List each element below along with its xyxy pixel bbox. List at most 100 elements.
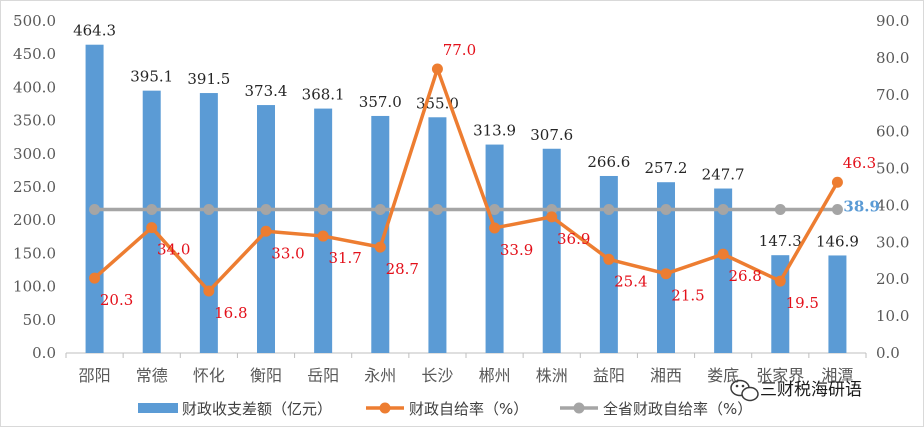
bar-data-label: 357.0	[359, 93, 402, 111]
bar	[714, 188, 733, 353]
rate-line	[93, 67, 839, 293]
left-axis-tick-label: 100.0	[13, 278, 56, 296]
category-label: 邵阳	[79, 366, 111, 385]
bar-data-label: 391.5	[187, 70, 230, 88]
rate-point	[89, 272, 101, 284]
legend-label-province: 全省财政自给率（%）	[603, 400, 752, 418]
province-rate-point	[203, 204, 215, 216]
category-label: 郴州	[479, 366, 511, 385]
rate-data-labels: 20.3 34.0 16.8 33.0 31.7 28.7 77.0 33.9 36.9 25.4…	[100, 41, 876, 322]
rate-data-label: 26.8	[728, 267, 761, 285]
right-axis-tick-label: 40.0	[876, 196, 909, 214]
rate-data-label: 46.3	[843, 154, 876, 172]
rate-data-label: 16.8	[214, 304, 247, 322]
bar-series	[85, 44, 847, 354]
left-axis-tick-label: 500.0	[13, 12, 56, 30]
left-axis-tick-label: 400.0	[13, 78, 56, 96]
right-axis-tick-label: 10.0	[876, 307, 909, 325]
bar-data-label: 146.9	[816, 232, 859, 250]
bar-data-label: 464.3	[73, 22, 116, 40]
category-label: 岳阳	[307, 366, 339, 385]
bar-data-label: 147.3	[759, 232, 802, 250]
rate-data-label: 77.0	[443, 41, 476, 59]
left-axis-tick-label: 450.0	[13, 45, 56, 63]
province-rate-point	[489, 204, 501, 216]
rate-point	[374, 241, 386, 253]
category-label: 长沙	[421, 366, 453, 385]
left-axis-tick-label: 350.0	[13, 112, 56, 130]
bar-data-label: 247.7	[702, 166, 745, 184]
province-rate-point	[317, 204, 329, 216]
rate-data-label: 21.5	[671, 287, 704, 305]
category-label: 怀化	[193, 366, 225, 385]
right-axis-ticks: 0.0 10.0 20.0 30.0 40.0 50.0 60.0 70.0 80.0 90.0	[876, 12, 909, 362]
category-label: 常德	[136, 366, 168, 385]
rate-point	[774, 275, 786, 287]
legend-label-bar: 财政收支差额（亿元）	[182, 400, 332, 418]
bar	[828, 255, 847, 353]
right-axis-tick-label: 90.0	[876, 12, 909, 30]
rate-data-label: 31.7	[328, 249, 361, 267]
province-rate-point	[603, 204, 615, 216]
wechat-bubble-icon	[730, 379, 759, 402]
rate-point	[317, 230, 329, 242]
left-axis-ticks: 0.0 50.0 100.0 150.0 200.0 250.0 300.0 350.0 400…	[13, 12, 56, 362]
rate-data-label: 33.0	[271, 244, 304, 262]
rate-point	[660, 268, 672, 280]
bar	[428, 117, 447, 353]
left-axis-tick-label: 250.0	[13, 178, 56, 196]
province-rate-point	[374, 204, 386, 216]
rate-point	[546, 211, 558, 223]
bar-data-label: 307.6	[530, 126, 573, 144]
bar	[657, 182, 675, 353]
right-axis-tick-label: 30.0	[876, 233, 909, 251]
right-axis-tick-label: 20.0	[876, 270, 909, 288]
category-label: 永州	[364, 366, 396, 385]
bar-data-label: 373.4	[245, 82, 288, 100]
rate-point	[260, 225, 272, 237]
category-label: 湘潭	[821, 366, 853, 385]
legend: 财政收支差额（亿元） 财政自给率（%） 全省财政自给率（%）	[138, 400, 752, 418]
rate-data-label: 28.7	[386, 260, 419, 278]
left-axis-tick-label: 150.0	[13, 244, 56, 262]
rate-point	[717, 248, 729, 260]
bar-data-label: 395.1	[130, 68, 173, 86]
province-rate-point	[260, 204, 272, 216]
province-rate-point	[431, 204, 443, 216]
rate-data-label: 33.9	[500, 241, 533, 259]
category-label: 衡阳	[250, 366, 282, 385]
province-rate-point	[660, 204, 672, 216]
bar-data-label: 368.1	[302, 86, 345, 104]
rate-data-label: 36.9	[557, 230, 590, 248]
right-axis-tick-label: 80.0	[876, 49, 909, 67]
left-axis-tick-label: 300.0	[13, 145, 56, 163]
rate-data-label: 20.3	[100, 291, 133, 309]
rate-data-label: 25.4	[614, 272, 647, 290]
right-axis-tick-label: 60.0	[876, 123, 909, 141]
rate-point	[431, 63, 443, 75]
left-axis-tick-label: 50.0	[23, 311, 56, 329]
category-label: 湘西	[650, 366, 682, 385]
legend-label-rate: 财政自给率（%）	[409, 400, 528, 418]
watermark-text: 三财税海研语	[760, 380, 862, 400]
left-axis-tick-label: 0.0	[32, 344, 56, 362]
province-rate-label: 38.9	[843, 198, 880, 216]
rate-point	[831, 176, 843, 188]
bar-data-label: 266.6	[587, 153, 630, 171]
rate-point	[146, 222, 158, 234]
rate-data-label: 34.0	[157, 241, 190, 259]
right-axis-tick-label: 0.0	[876, 344, 900, 362]
province-rate-point	[717, 204, 729, 216]
rate-point	[489, 222, 501, 234]
legend-swatch-rate-marker	[379, 402, 391, 414]
legend-swatch-province-marker	[573, 402, 585, 414]
bar	[542, 148, 561, 353]
right-axis-tick-label: 70.0	[876, 86, 909, 104]
rate-point	[203, 285, 215, 297]
province-rate-point	[89, 204, 101, 216]
category-label: 株洲	[536, 366, 568, 385]
right-axis-tick-label: 50.0	[876, 160, 909, 178]
province-rate-point	[831, 204, 843, 216]
bar	[371, 115, 390, 354]
